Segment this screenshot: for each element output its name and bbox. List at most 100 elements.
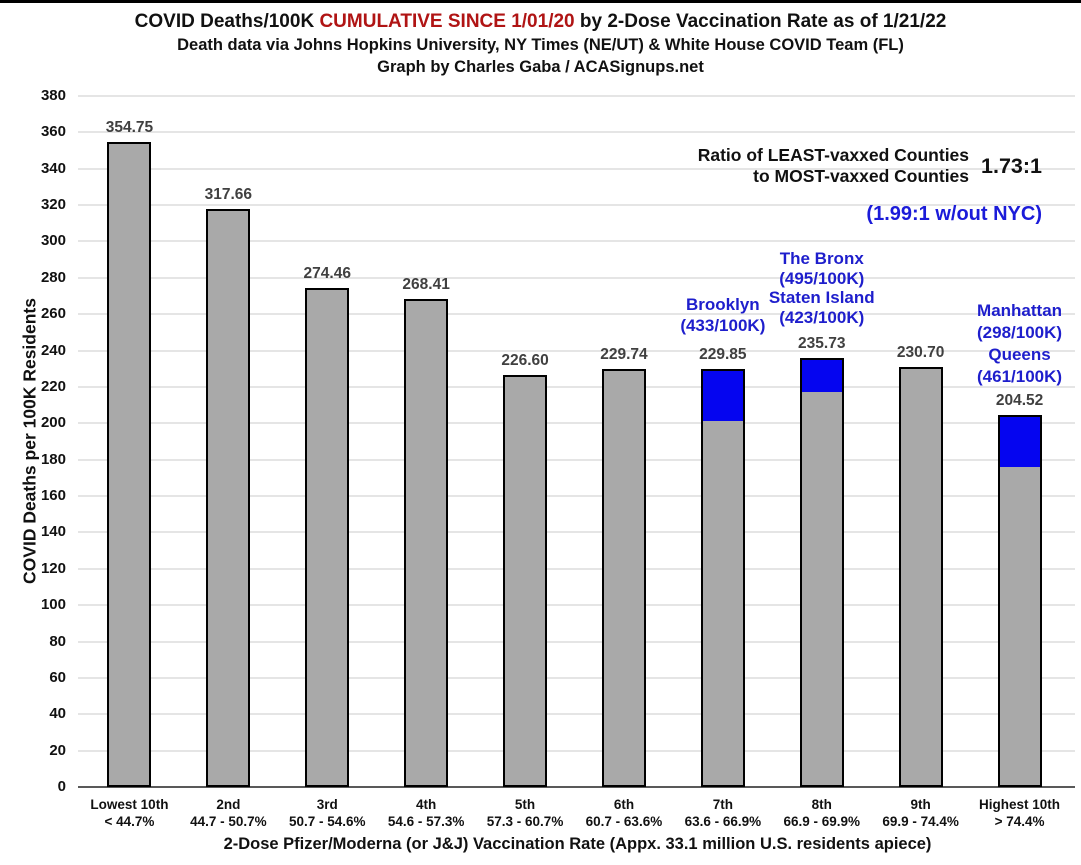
y-tick-label-0: 0 bbox=[57, 778, 66, 795]
y-tick-label-120: 120 bbox=[40, 559, 66, 577]
x-axis-title: 2-Dose Pfizer/Moderna (or J&J) Vaccinati… bbox=[223, 835, 932, 853]
gridline-80 bbox=[78, 640, 1075, 643]
gridline-220 bbox=[78, 385, 1075, 388]
borough-annotation-line: (495/100K) bbox=[779, 268, 865, 288]
nyc-borough-segment bbox=[801, 360, 842, 392]
x-category-label: 7th 63.6 - 66.9% bbox=[668, 796, 778, 830]
chart-credit: Graph by Charles Gaba / ACASignups.net bbox=[377, 58, 704, 76]
bar-value-label: 229.85 bbox=[699, 346, 747, 363]
y-tick-label-260: 260 bbox=[40, 305, 66, 323]
x-category-range: 66.9 - 69.9% bbox=[783, 814, 861, 829]
gridline-300 bbox=[78, 240, 1075, 243]
bar-4th bbox=[404, 299, 449, 787]
y-tick-label-340: 340 bbox=[40, 159, 66, 177]
borough-annotation-line: (433/100K) bbox=[680, 316, 766, 335]
borough-annotation-line: (423/100K) bbox=[779, 307, 865, 327]
gridline-260 bbox=[78, 313, 1075, 316]
bar-value-label: 235.73 bbox=[798, 335, 846, 352]
gridline-40 bbox=[78, 713, 1075, 716]
y-tick-label-160: 160 bbox=[40, 487, 66, 505]
bar-9th bbox=[898, 367, 943, 787]
gridline-180 bbox=[78, 458, 1075, 461]
x-category-label: 8th 66.9 - 69.9% bbox=[767, 796, 877, 830]
chart-subtitle: Death data via Johns Hopkins University,… bbox=[177, 36, 904, 54]
y-tick-label-380: 380 bbox=[40, 87, 66, 104]
gridline-160 bbox=[78, 495, 1075, 498]
title-prefix: COVID Deaths/100K bbox=[134, 11, 320, 32]
y-tick-label-100: 100 bbox=[40, 596, 66, 614]
x-category-range: < 44.7% bbox=[104, 814, 155, 829]
bar-3rd bbox=[305, 288, 350, 787]
x-category-name: Lowest 10th bbox=[90, 797, 169, 812]
ratio-annotation: Ratio of LEAST-vaxxed Counties to MOST-v… bbox=[698, 145, 1042, 226]
x-category-name: Highest 10th bbox=[979, 797, 1061, 812]
bar-value-label: 317.66 bbox=[204, 186, 253, 203]
bar-value-label: 354.75 bbox=[105, 119, 154, 136]
x-category-range: 63.6 - 66.9% bbox=[684, 814, 762, 829]
borough-annotation: Brooklyn (433/100K) bbox=[680, 294, 765, 336]
gridline-140 bbox=[78, 531, 1075, 534]
x-category-range: 44.7 - 50.7% bbox=[190, 814, 267, 829]
x-category-range: 57.3 - 60.7% bbox=[486, 814, 564, 829]
gridline-60 bbox=[78, 676, 1075, 679]
title-suffix: by 2-Dose Vaccination Rate as of 1/21/22 bbox=[574, 11, 947, 32]
x-category-name: 6th bbox=[613, 797, 635, 812]
gridline-340 bbox=[78, 167, 1075, 170]
x-axis-line bbox=[78, 786, 1075, 788]
x-category-label: 4th 54.6 - 57.3% bbox=[371, 796, 481, 830]
bar-value-label: 226.60 bbox=[501, 352, 549, 369]
nyc-borough-segment bbox=[999, 417, 1040, 467]
ratio-label-line1: Ratio of LEAST-vaxxed Counties bbox=[697, 145, 970, 165]
x-category-label: 3rd 50.7 - 54.6% bbox=[272, 796, 382, 830]
y-tick-label-300: 300 bbox=[40, 232, 66, 250]
y-tick-label-360: 360 bbox=[40, 123, 66, 141]
borough-annotation: Manhattan (298/100K) Queens (461/100K) bbox=[977, 300, 1062, 388]
borough-annotation-line: Manhattan bbox=[977, 301, 1063, 320]
x-category-name: 8th bbox=[811, 797, 832, 812]
x-category-name: 7th bbox=[712, 797, 733, 812]
borough-annotation-line: Queens bbox=[988, 345, 1051, 364]
bar-value-label: 229.74 bbox=[600, 346, 648, 363]
y-tick-label-60: 60 bbox=[49, 668, 66, 686]
x-category-name: 4th bbox=[416, 797, 437, 812]
title-highlight: CUMULATIVE SINCE 1/01/20 bbox=[319, 11, 575, 32]
ratio-value: 1.73:1 bbox=[981, 153, 1042, 178]
x-category-range: 54.6 - 57.3% bbox=[387, 814, 465, 829]
gridline-200 bbox=[78, 422, 1075, 425]
borough-annotation-line: The Bronx bbox=[779, 249, 864, 268]
x-category-label: Highest 10th > 74.4% bbox=[965, 796, 1075, 830]
bar-7th bbox=[700, 369, 745, 787]
y-tick-label-40: 40 bbox=[49, 705, 66, 723]
bar-5th bbox=[503, 375, 548, 787]
y-tick-label-200: 200 bbox=[40, 414, 66, 432]
x-category-name: 9th bbox=[910, 797, 931, 812]
gridline-360 bbox=[78, 131, 1075, 134]
gridline-120 bbox=[78, 567, 1075, 570]
y-tick-label-180: 180 bbox=[40, 450, 66, 468]
borough-annotation-line: (298/100K) bbox=[977, 323, 1063, 342]
x-category-range: 60.7 - 63.6% bbox=[585, 814, 663, 829]
y-tick-label-140: 140 bbox=[40, 523, 66, 541]
borough-annotation-line: Staten Island bbox=[768, 288, 875, 307]
bar-lowest-10th bbox=[107, 142, 152, 787]
x-category-label: 6th 60.7 - 63.6% bbox=[569, 796, 679, 830]
x-category-label: Lowest 10th < 44.7% bbox=[74, 796, 184, 830]
y-tick-label-80: 80 bbox=[49, 632, 66, 650]
bar-value-label: 268.41 bbox=[402, 276, 450, 293]
y-tick-label-240: 240 bbox=[40, 341, 66, 359]
y-tick-label-20: 20 bbox=[49, 741, 66, 759]
y-tick-label-320: 320 bbox=[40, 196, 66, 214]
x-category-label: 2nd 44.7 - 50.7% bbox=[173, 796, 283, 830]
x-category-range: 69.9 - 74.4% bbox=[882, 814, 959, 829]
y-tick-label-220: 220 bbox=[40, 377, 66, 395]
y-tick-label-280: 280 bbox=[40, 268, 66, 286]
chart-header: COVID Deaths/100K CUMULATIVE SINCE 1/01/… bbox=[0, 11, 1081, 77]
borough-annotation: The Bronx (495/100K) Staten Island (423/100… bbox=[769, 249, 875, 327]
x-category-name: 5th bbox=[514, 797, 536, 812]
bar-2nd bbox=[206, 209, 251, 787]
gridline-240 bbox=[78, 349, 1075, 352]
bar-8th bbox=[799, 358, 844, 787]
gridline-380 bbox=[78, 95, 1075, 97]
borough-annotation-line: Brooklyn bbox=[686, 295, 760, 314]
